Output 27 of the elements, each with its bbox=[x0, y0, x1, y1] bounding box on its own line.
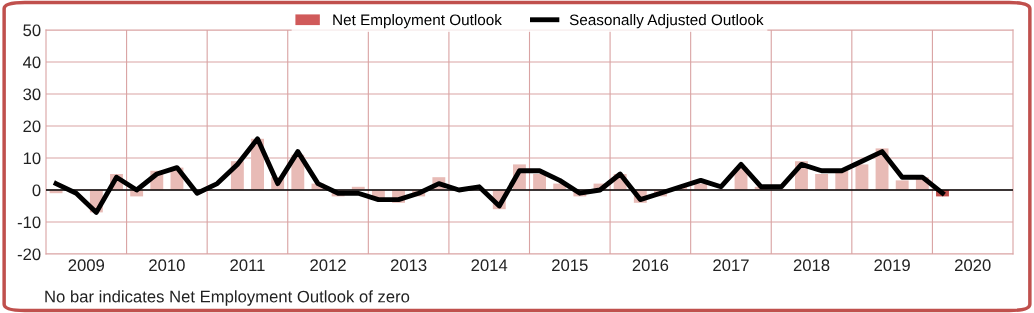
x-tick-label: 2011 bbox=[230, 259, 265, 272]
bar bbox=[815, 174, 829, 190]
bar bbox=[855, 164, 869, 190]
x-tick-label: 2016 bbox=[632, 259, 669, 272]
x-tick-label: 2009 bbox=[68, 259, 105, 272]
x-tick-label: 2015 bbox=[552, 259, 588, 272]
y-tick-label: 10 bbox=[23, 152, 41, 165]
y-tick-label: 40 bbox=[22, 56, 41, 69]
y-tick-label: 50 bbox=[23, 24, 41, 37]
text: No bar indicates Net Employment Outlook of zero bbox=[45, 290, 410, 306]
y-tick-label: 0 bbox=[32, 184, 41, 197]
x-tick-label: 2012 bbox=[310, 259, 346, 272]
bar bbox=[895, 180, 909, 190]
x-tick-label: 2018 bbox=[793, 259, 830, 272]
legend-label: Seasonally Adjusted Outlook bbox=[569, 14, 764, 29]
y-tick-label: 30 bbox=[23, 88, 41, 101]
x-tick-label: 2020 bbox=[955, 259, 991, 272]
x-tick-label: 2013 bbox=[390, 259, 427, 272]
bar bbox=[533, 174, 547, 190]
y-tick-label: -20 bbox=[17, 248, 41, 261]
y-tick-label: 20 bbox=[23, 120, 41, 133]
x-tick-label: 2019 bbox=[874, 259, 910, 272]
x-tick-label: 2017 bbox=[713, 259, 749, 272]
legend-label: Net Employment Outlook bbox=[333, 14, 502, 29]
x-tick-label: 2014 bbox=[471, 259, 508, 272]
x-tick-label: 2010 bbox=[149, 259, 185, 272]
y-tick-label: -10 bbox=[17, 216, 41, 229]
